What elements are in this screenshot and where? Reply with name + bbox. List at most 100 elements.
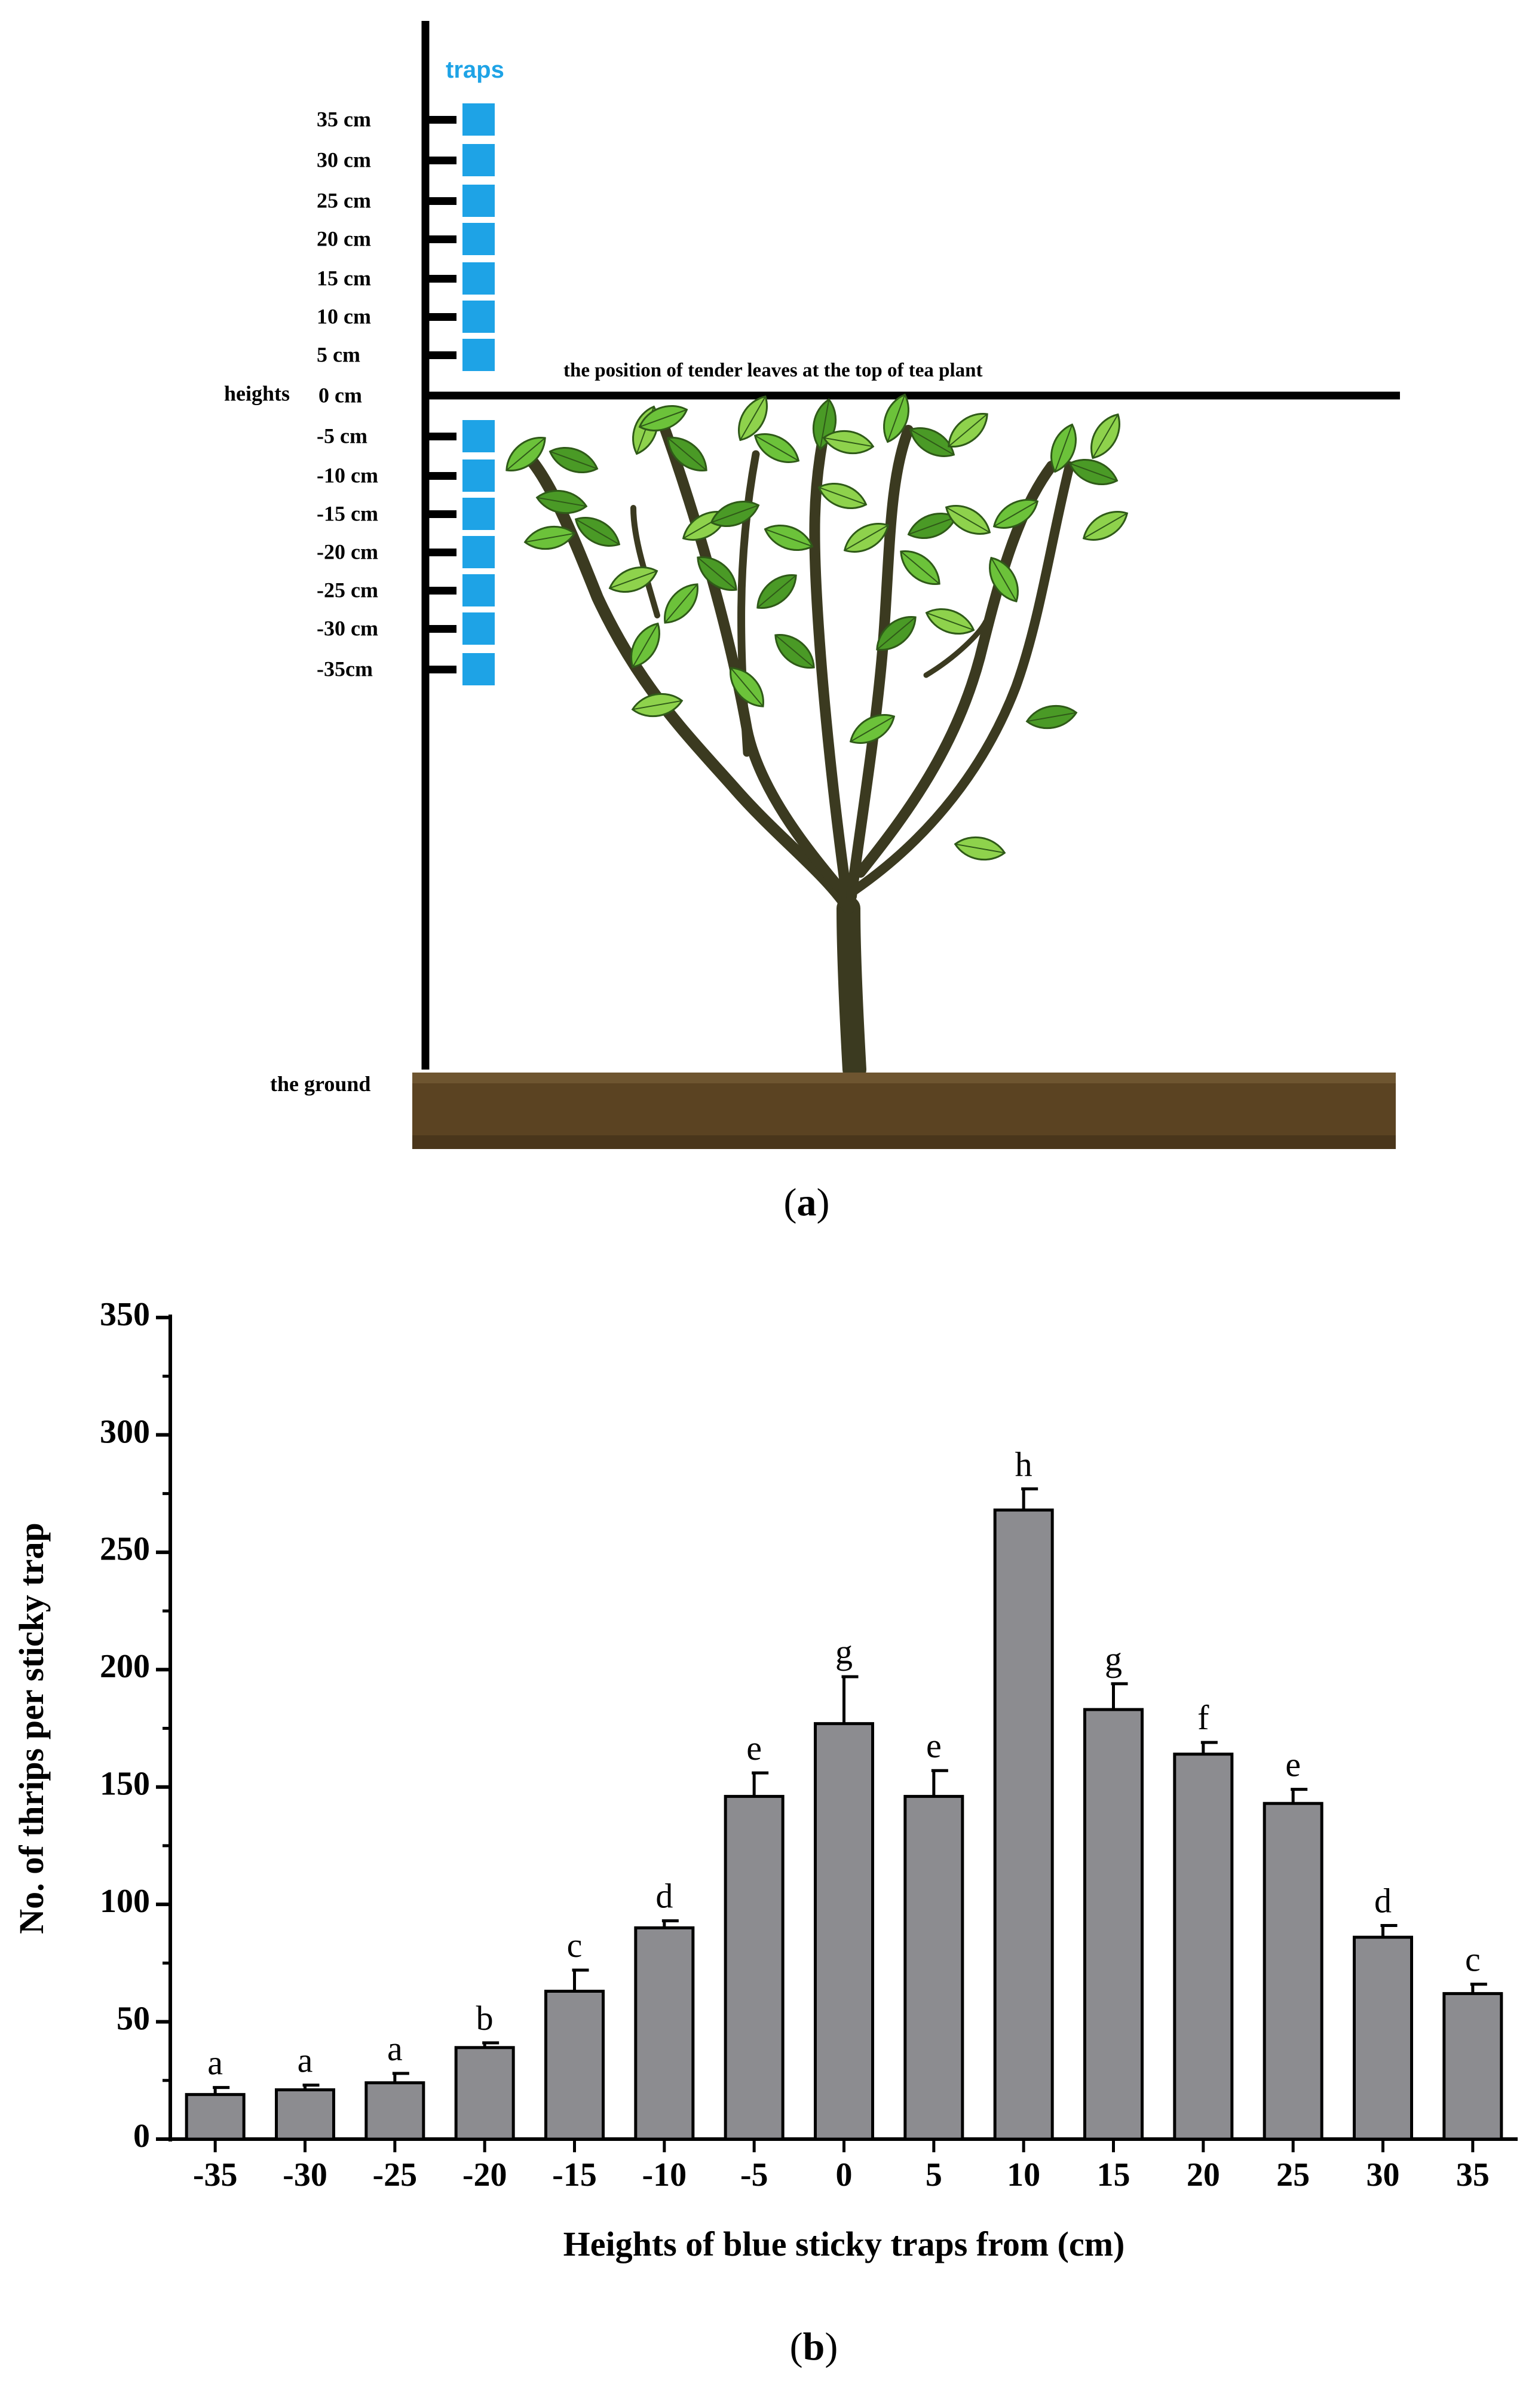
- leaf-vein: [526, 533, 574, 543]
- significance-letter: a: [387, 2029, 403, 2068]
- height-label: -30 cm: [317, 616, 378, 640]
- leaf-vein: [825, 437, 872, 447]
- leaf-vein: [712, 505, 758, 523]
- leaf-vein: [1055, 425, 1073, 471]
- significance-letter: c: [567, 1926, 583, 1965]
- trap-square: [462, 459, 495, 492]
- significance-letter: c: [1465, 1940, 1481, 1979]
- leaf-vein: [538, 497, 586, 507]
- x-tick-label: 35: [1456, 2156, 1490, 2193]
- x-tick-label: 15: [1097, 2156, 1130, 2193]
- x-tick-label: 0: [836, 2156, 853, 2193]
- y-tick-label: 50: [117, 2000, 150, 2037]
- leaf-vein: [1084, 513, 1127, 538]
- leaf-vein: [877, 617, 915, 650]
- trap-squares: [462, 103, 495, 685]
- y-tick-label: 0: [133, 2118, 150, 2155]
- x-tick-label: -30: [283, 2156, 327, 2193]
- leaf: [574, 517, 621, 547]
- significance-letter: a: [207, 2044, 223, 2082]
- leaf: [1090, 413, 1120, 459]
- bar: [993, 1508, 1054, 2141]
- leaf: [945, 505, 991, 535]
- significance-letter: b: [476, 1999, 494, 2038]
- leaf: [738, 395, 768, 442]
- panel-a-letter: a: [796, 1181, 817, 1224]
- leaf: [992, 499, 1039, 529]
- height-tick: [425, 549, 456, 556]
- bar: [903, 1794, 964, 2141]
- leaf: [849, 714, 896, 744]
- x-tick-label: -5: [740, 2156, 768, 2193]
- leaf-vein: [956, 844, 1004, 853]
- bar: [454, 2046, 515, 2141]
- leaf-vein: [994, 501, 1037, 526]
- leaf-vein: [911, 430, 954, 455]
- height-label: 10 cm: [317, 304, 371, 328]
- leaf: [756, 574, 797, 609]
- trap-square: [462, 262, 495, 295]
- trap-square: [462, 574, 495, 606]
- bar: [185, 2093, 246, 2141]
- significance-letter: g: [835, 1632, 853, 1671]
- leaf: [664, 583, 698, 624]
- height-label: 30 cm: [317, 148, 371, 171]
- leaf-vein: [901, 552, 939, 584]
- height-tick: [425, 433, 456, 440]
- leaf: [523, 525, 576, 550]
- x-tick-label: 30: [1366, 2156, 1400, 2193]
- leaf-vein: [949, 414, 987, 446]
- panel-a-illustration: traps heights 0 cm 35 cm 30 cm 25 cm 20 cm 1…: [224, 21, 1400, 1149]
- trap-square: [462, 103, 495, 136]
- leaf-vein: [698, 557, 736, 590]
- height-label: 5 cm: [317, 342, 360, 366]
- leaf: [710, 500, 760, 528]
- height-ticks: [425, 116, 456, 673]
- leaf: [638, 405, 688, 432]
- leaf: [1082, 511, 1129, 541]
- leaf-vein: [611, 571, 656, 589]
- trap-square: [462, 653, 495, 685]
- x-tick-label: -15: [552, 2156, 597, 2193]
- panel-b-letter: b: [802, 2325, 825, 2369]
- height-label: 15 cm: [317, 266, 371, 290]
- traps-label: traps: [446, 57, 504, 83]
- y-tick-label: 150: [100, 1766, 150, 1803]
- significance-letter: a: [298, 2041, 313, 2080]
- significance-letter: d: [1374, 1882, 1392, 1920]
- leaf: [817, 482, 868, 510]
- leaf: [909, 427, 955, 457]
- significance-letter: e: [926, 1726, 942, 1765]
- height-tick: [425, 510, 456, 518]
- leaf: [730, 667, 764, 707]
- leaf-vein: [766, 529, 811, 547]
- height-tick: [425, 116, 456, 124]
- leaf: [608, 566, 658, 593]
- x-tick-label: 20: [1187, 2156, 1220, 2193]
- x-tick-label: 25: [1276, 2156, 1310, 2193]
- leaf-vein: [887, 396, 905, 441]
- trap-square: [462, 498, 495, 530]
- leaf-vein: [851, 716, 894, 742]
- leaf-vein: [845, 525, 888, 550]
- height-label: -10 cm: [317, 463, 378, 487]
- significance-letter: e: [746, 1729, 762, 1767]
- leaf: [549, 446, 599, 474]
- height-tick: [425, 587, 456, 595]
- bar: [544, 1990, 605, 2141]
- leaf: [948, 413, 988, 448]
- bar: [1442, 1992, 1503, 2141]
- panel-b-label: (b): [789, 2325, 838, 2369]
- leaf: [883, 393, 910, 443]
- trap-square: [462, 339, 495, 371]
- height-label: -20 cm: [317, 540, 378, 563]
- trap-square: [462, 301, 495, 333]
- panel-a-label: (a): [783, 1181, 830, 1224]
- bar: [1173, 1753, 1234, 2141]
- bar: [364, 2081, 425, 2141]
- trap-square: [462, 612, 495, 645]
- leaf-vein: [633, 624, 658, 667]
- leaf-vein: [576, 519, 619, 544]
- bar: [1263, 1802, 1323, 2141]
